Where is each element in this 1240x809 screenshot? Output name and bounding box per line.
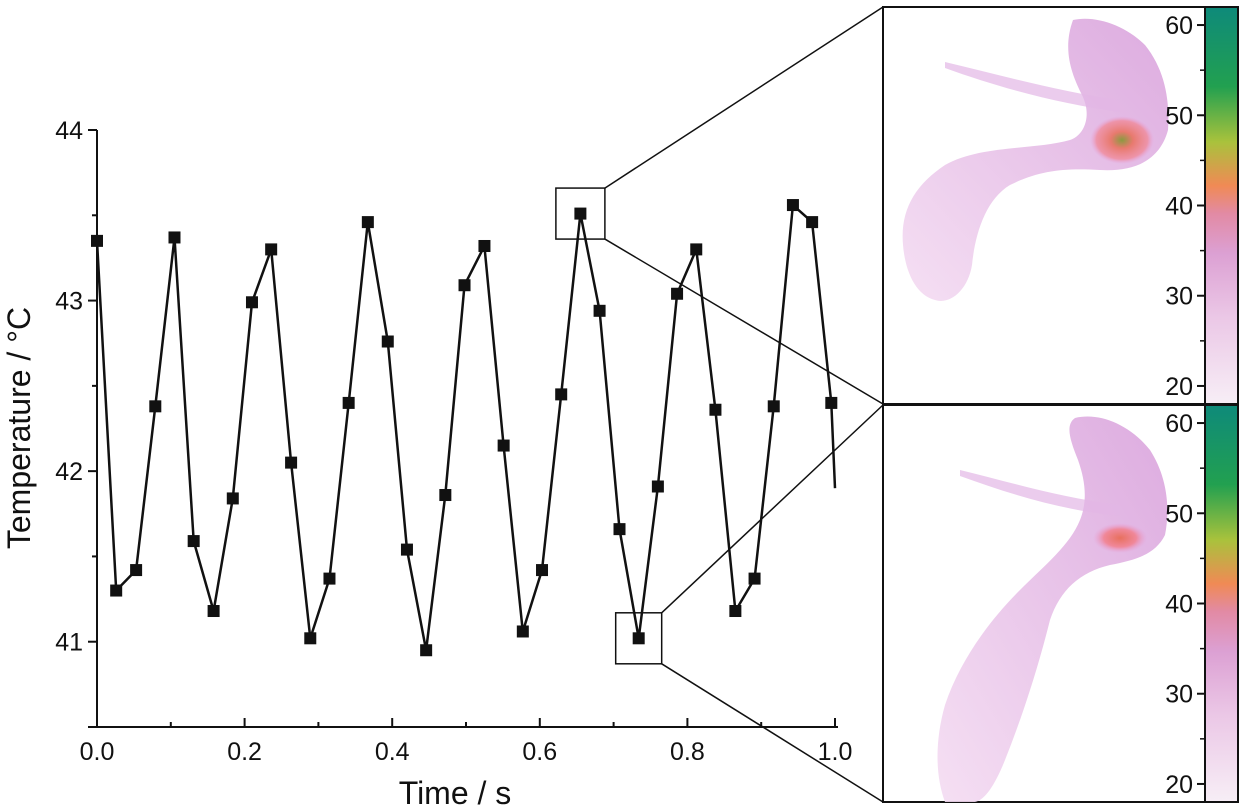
data-point xyxy=(149,400,162,413)
data-point xyxy=(323,572,336,585)
data-point xyxy=(91,234,103,247)
colorbar-tick-label: 40 xyxy=(1165,591,1193,619)
data-point xyxy=(285,456,298,469)
data-point xyxy=(516,625,529,638)
thermal-image-top xyxy=(902,18,1169,301)
x-tick-label: 0.6 xyxy=(522,738,557,766)
data-point xyxy=(226,492,239,505)
data-point xyxy=(420,644,433,657)
data-point xyxy=(690,243,703,256)
y-axis-label: Temperature / °C xyxy=(1,307,37,549)
data-point xyxy=(613,523,626,536)
series-temperature xyxy=(91,199,838,657)
data-point xyxy=(786,199,799,212)
x-axis-label: Time / s xyxy=(399,775,512,809)
x-tick-label: 0.2 xyxy=(227,738,262,766)
data-point xyxy=(497,439,510,452)
data-point xyxy=(168,231,181,244)
line-chart: 0.0 0.2 0.4 0.6 0.8 1.0 41 42 43 44 Time / s Temp… xyxy=(1,117,852,809)
data-point xyxy=(651,480,664,493)
x-tick-label: 1.0 xyxy=(818,738,853,766)
data-point xyxy=(709,403,722,416)
colorbar-bottom xyxy=(1204,404,1239,803)
data-point xyxy=(130,564,143,577)
data-point xyxy=(381,335,394,348)
data-point xyxy=(245,296,258,309)
colorbar-tick-label: 40 xyxy=(1165,193,1193,221)
data-point xyxy=(767,400,780,413)
plume-streak xyxy=(945,62,1120,112)
colorbar-tick-label: 60 xyxy=(1165,410,1193,438)
y-tick-label: 43 xyxy=(55,288,83,316)
data-point xyxy=(555,388,568,401)
highlight-box-peak xyxy=(555,187,606,240)
data-point xyxy=(361,216,374,229)
plume-streak xyxy=(960,470,1120,516)
thermal-panel-bottom: 20 30 40 50 60 xyxy=(882,404,1239,803)
y-tick-label: 44 xyxy=(55,117,83,145)
x-tick-label: 0.4 xyxy=(375,738,410,766)
data-point xyxy=(304,632,317,645)
data-point xyxy=(458,279,471,292)
data-point xyxy=(265,243,278,256)
thermal-image-bottom xyxy=(937,416,1168,802)
data-point xyxy=(748,572,761,585)
callout-line xyxy=(604,238,884,405)
callout-line xyxy=(661,404,884,614)
colorbar-top-ticks: 20 30 40 50 60 xyxy=(1165,12,1205,401)
data-point xyxy=(207,605,220,618)
data-point xyxy=(593,304,606,317)
data-point xyxy=(110,584,123,597)
callout-line xyxy=(661,663,884,803)
colorbar-top xyxy=(1204,6,1239,405)
data-point xyxy=(342,396,355,409)
colorbar-tick-label: 30 xyxy=(1165,283,1193,311)
y-tick-label: 42 xyxy=(55,458,83,486)
colorbar-bottom-ticks: 20 30 40 50 60 xyxy=(1165,410,1205,799)
plume-shape xyxy=(902,18,1169,301)
zoom-callouts xyxy=(555,6,884,803)
data-point xyxy=(632,632,645,645)
data-point xyxy=(536,564,549,577)
data-point xyxy=(400,543,413,556)
x-tick-label: 0.8 xyxy=(670,738,705,766)
colorbar-tick-label: 50 xyxy=(1165,102,1193,130)
colorbar-tick-label: 20 xyxy=(1165,771,1193,799)
x-tick-label: 0.0 xyxy=(80,738,115,766)
data-point xyxy=(671,287,684,300)
data-point xyxy=(729,605,742,618)
highlight-box-trough xyxy=(614,612,663,665)
hotspot-top xyxy=(1090,116,1154,164)
colorbar-tick-label: 50 xyxy=(1165,500,1193,528)
data-point xyxy=(439,489,452,502)
callout-line xyxy=(604,6,884,189)
data-point xyxy=(825,396,838,409)
y-tick-label: 41 xyxy=(55,629,83,657)
data-point xyxy=(574,207,587,220)
hotspot-bottom xyxy=(1093,523,1147,553)
thermal-panel-top: 20 30 40 50 60 xyxy=(882,6,1239,405)
data-point xyxy=(478,239,491,252)
series-line xyxy=(95,203,837,652)
colorbar-tick-label: 30 xyxy=(1165,681,1193,709)
colorbar-tick-label: 60 xyxy=(1165,12,1193,40)
data-point xyxy=(187,535,200,548)
data-point xyxy=(806,216,819,229)
colorbar-tick-label: 20 xyxy=(1165,373,1193,401)
axes: 0.0 0.2 0.4 0.6 0.8 1.0 41 42 43 44 xyxy=(55,117,852,766)
